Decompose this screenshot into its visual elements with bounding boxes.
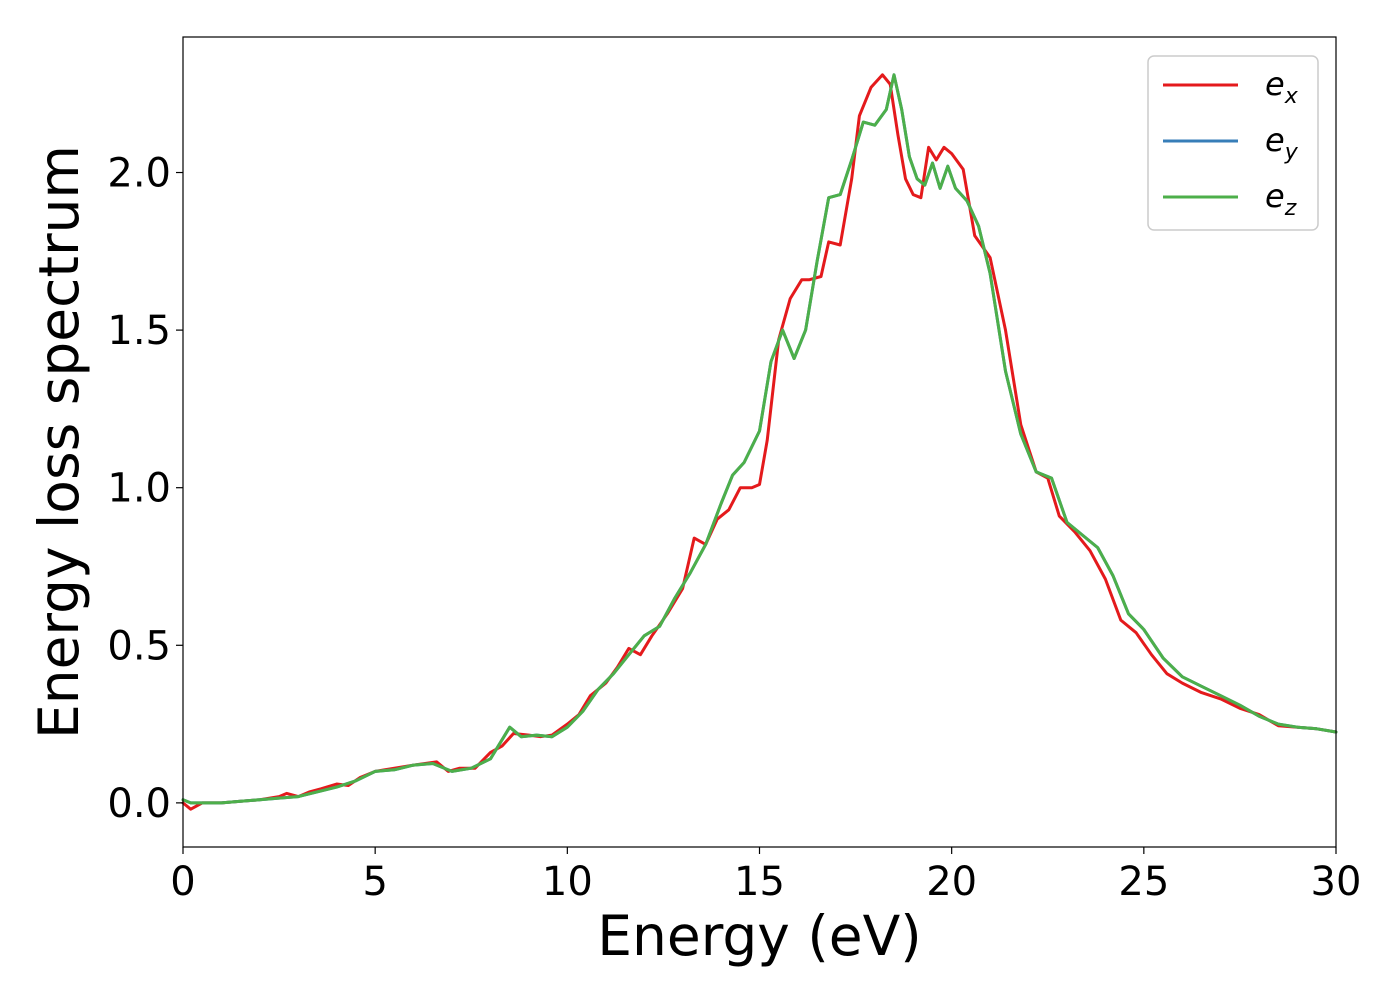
y-axis: 0.0 0.5 1.0 1.5 2.0 xyxy=(107,151,183,827)
x-tick-label: 30 xyxy=(1311,859,1362,905)
x-tick-label: 5 xyxy=(362,859,387,905)
x-tick-label: 25 xyxy=(1118,859,1169,905)
y-tick-label: 1.5 xyxy=(107,308,171,354)
x-axis: 0 5 10 15 20 25 30 xyxy=(170,847,1361,905)
legend-label-e-x: ex xyxy=(1265,65,1299,109)
x-axis-label: Energy (eV) xyxy=(597,904,921,968)
y-tick-label: 2.0 xyxy=(107,151,171,197)
legend-label-e-y: ey xyxy=(1265,121,1299,165)
x-tick-label: 0 xyxy=(170,859,195,905)
y-tick-label: 0.0 xyxy=(107,781,171,827)
x-tick-label: 20 xyxy=(926,859,977,905)
plot-lines xyxy=(181,73,1338,811)
y-axis-label: Energy loss spectrum xyxy=(27,145,91,739)
series-line-e-z xyxy=(181,73,1338,805)
legend-box xyxy=(1147,55,1319,231)
x-tick-label: 10 xyxy=(542,859,593,905)
y-tick-label: 1.0 xyxy=(107,466,171,512)
x-tick-label: 15 xyxy=(734,859,785,905)
legend: ex ey ez xyxy=(1147,55,1319,231)
y-tick-label: 0.5 xyxy=(107,623,171,669)
legend-label-e-z: ez xyxy=(1265,177,1297,221)
